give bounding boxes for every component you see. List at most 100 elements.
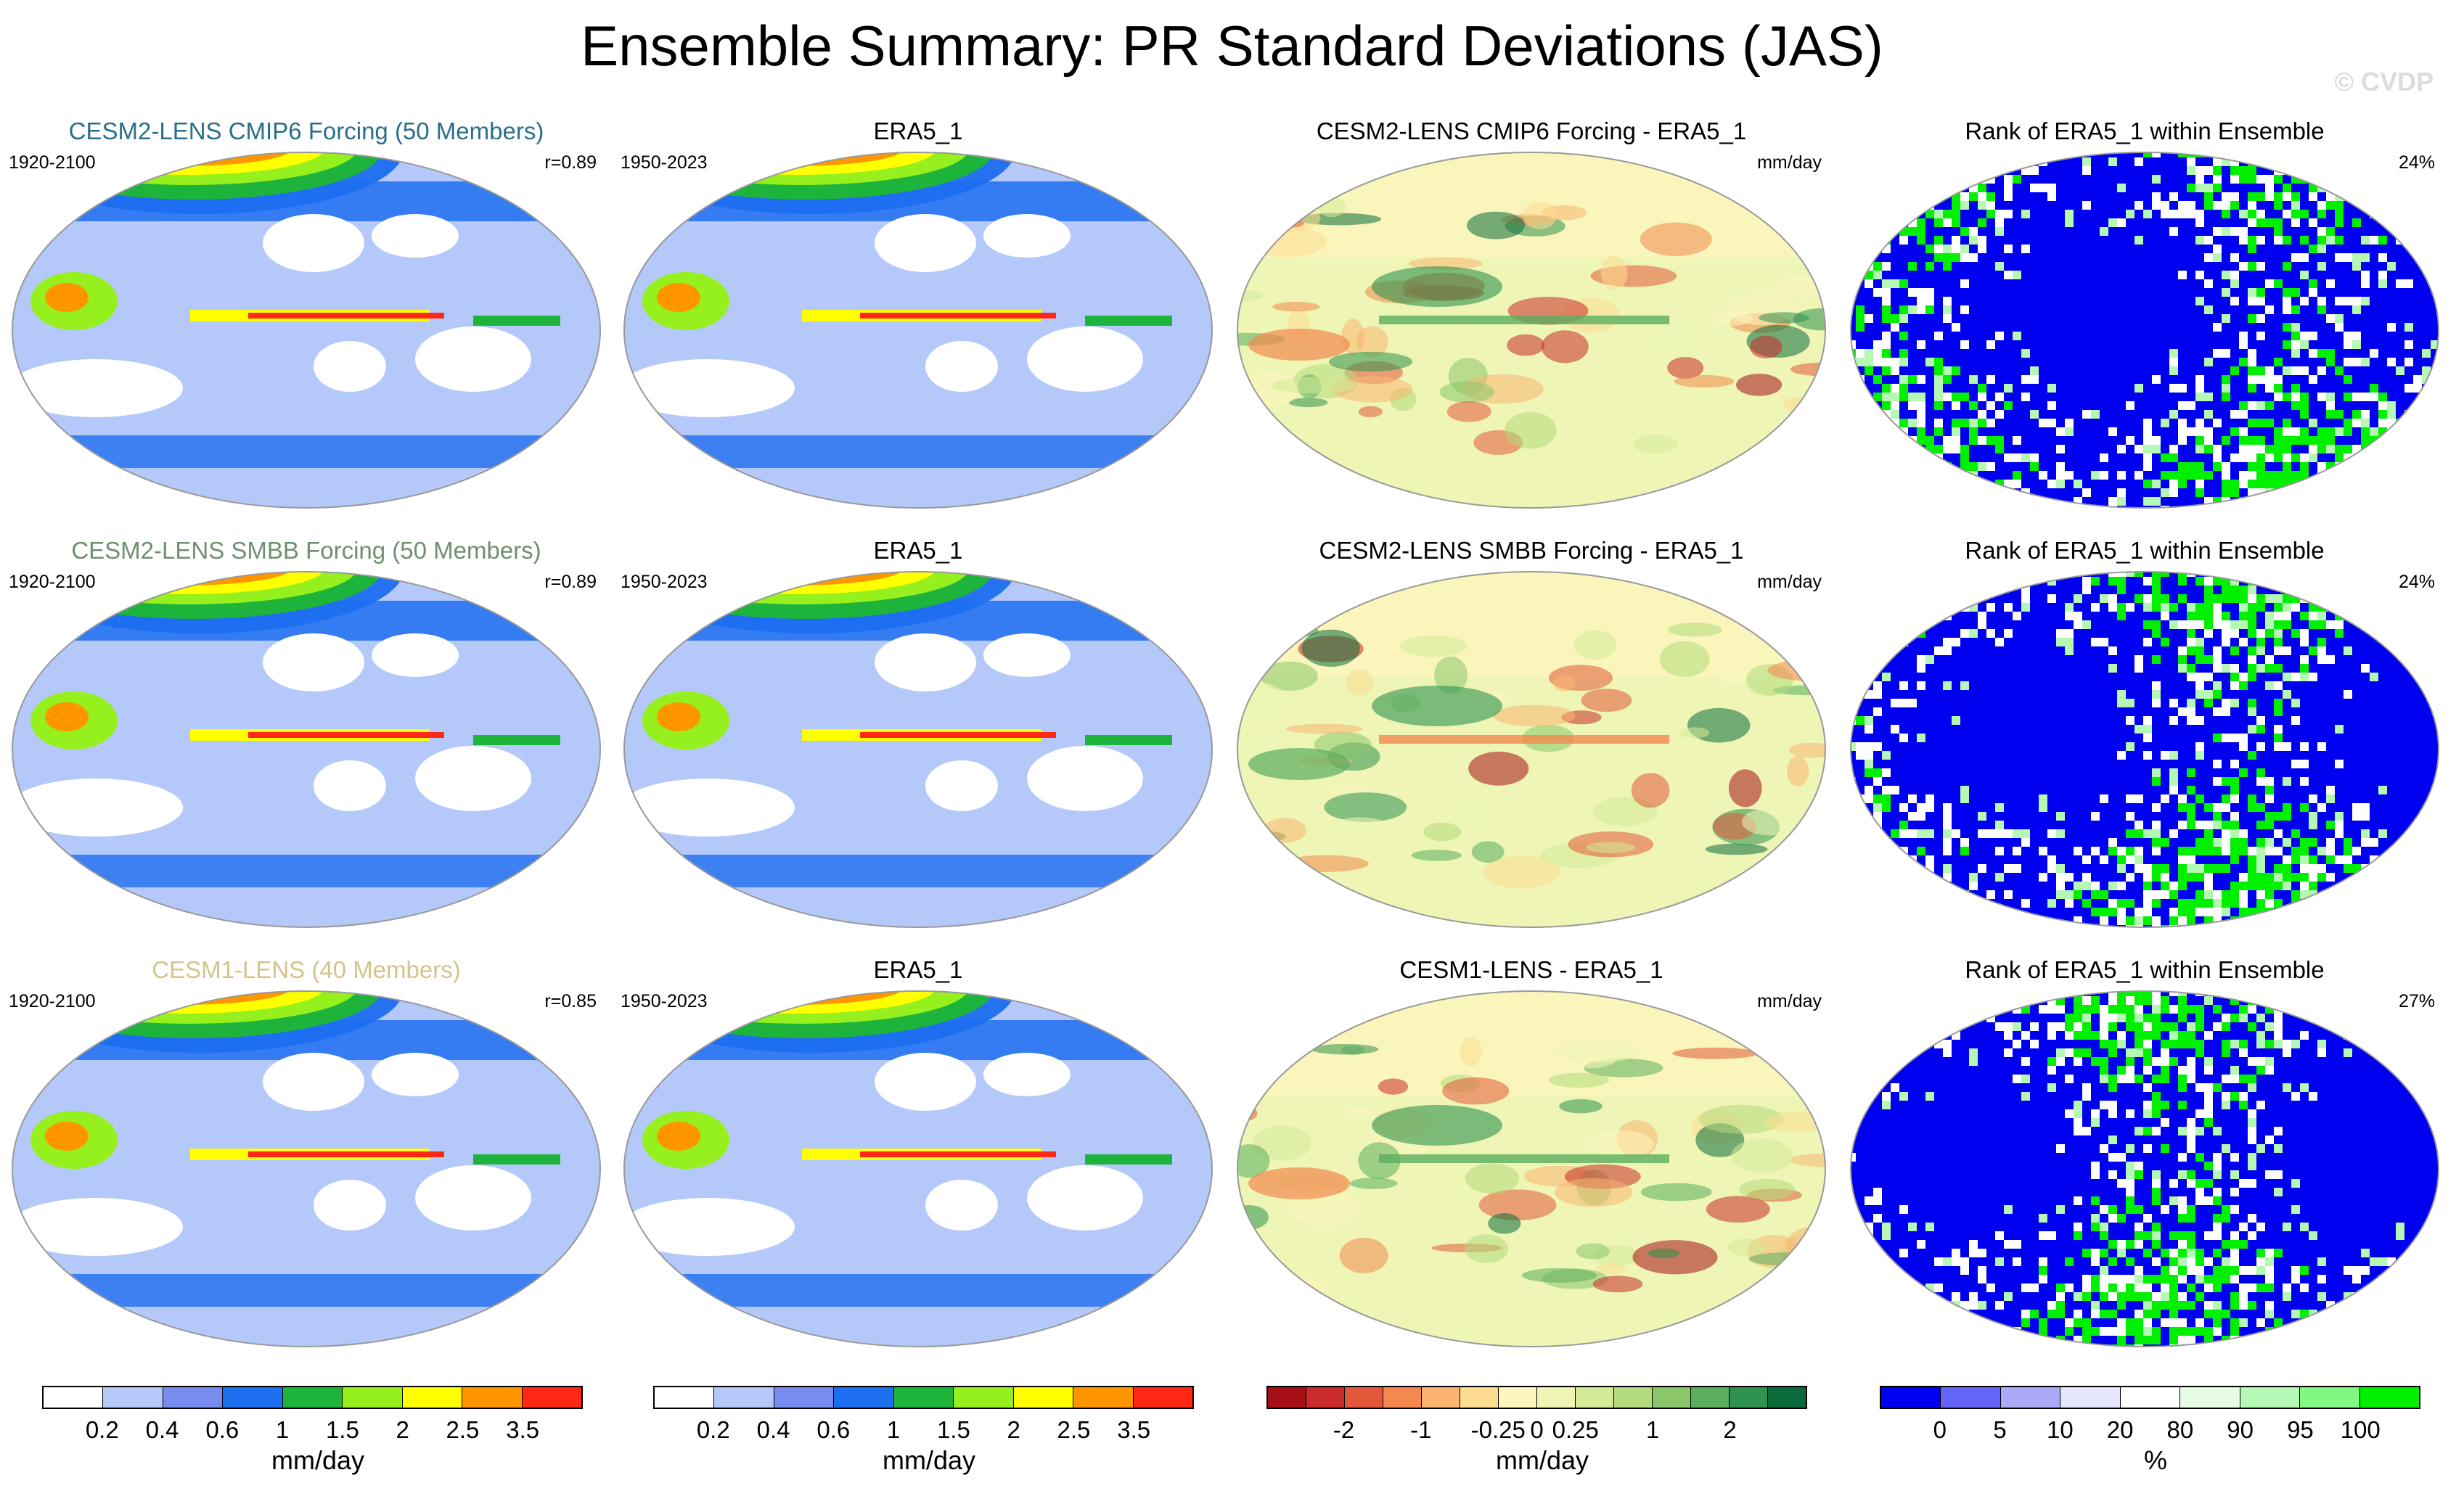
map-diff-r3-c3 xyxy=(1234,987,1829,1350)
panel-title: CESM2-LENS CMIP6 Forcing - ERA5_1 xyxy=(1316,118,1747,144)
colorbar-units: mm/day xyxy=(882,1445,976,1475)
panel-stat-label: 24% xyxy=(2398,572,2435,592)
colorbar-tick-label: 1 xyxy=(275,1416,290,1443)
color-swatch xyxy=(2300,1387,2360,1408)
map-field xyxy=(1237,990,1826,1347)
panel-title: ERA5_1 xyxy=(873,537,963,564)
colorbar-tick-label: 3.5 xyxy=(506,1416,540,1443)
panel-stat-label: mm/day xyxy=(1757,991,1822,1011)
color-swatch xyxy=(1941,1387,2001,1408)
period-label: 1920-2100 xyxy=(9,152,96,173)
panel-stat-label: mm/day xyxy=(1757,572,1822,592)
color-swatch xyxy=(522,1387,581,1408)
map-std-r2-c1 xyxy=(9,568,604,931)
map-field xyxy=(12,152,601,509)
period-label: 1950-2023 xyxy=(621,572,708,592)
panel-stat-label: r=0.89 xyxy=(544,152,597,173)
map-field xyxy=(1237,571,1826,928)
colorbar-tick-label: 2 xyxy=(1007,1416,1020,1443)
colorbar-swatches xyxy=(42,1386,583,1409)
colorbar-units: mm/day xyxy=(1495,1445,1589,1475)
colorbar-tick-label: 0.25 xyxy=(1552,1416,1599,1443)
color-swatch xyxy=(2359,1387,2419,1408)
color-swatch xyxy=(163,1387,224,1408)
colorbar-tick-label: 1 xyxy=(1645,1416,1660,1443)
colorbar-tick-label: 20 xyxy=(2106,1416,2134,1443)
color-swatch xyxy=(1013,1387,1074,1408)
map-std-r3-c2 xyxy=(621,987,1216,1350)
color-swatch xyxy=(714,1387,774,1408)
panel-title: Rank of ERA5_1 within Ensemble xyxy=(1965,118,2325,144)
color-swatch xyxy=(1537,1387,1576,1408)
colorbar-tick-label: -0.25 xyxy=(1470,1416,1526,1443)
colorbar-tick-label: 2.5 xyxy=(1057,1416,1091,1443)
colorbar-swatches xyxy=(653,1386,1194,1409)
colorbar-units: mm/day xyxy=(271,1445,365,1475)
color-swatch xyxy=(343,1387,403,1408)
map-diff-r2-c3 xyxy=(1234,568,1829,931)
color-swatch xyxy=(2060,1387,2121,1408)
color-swatch xyxy=(774,1387,835,1408)
colorbar-swatches xyxy=(1266,1386,1807,1409)
colorbar-tick-label: 0.4 xyxy=(756,1416,790,1443)
color-swatch xyxy=(2120,1387,2181,1408)
panel-stat-label: mm/day xyxy=(1757,152,1822,173)
map-field xyxy=(12,571,601,928)
color-swatch xyxy=(1383,1387,1422,1408)
period-label: 1950-2023 xyxy=(621,152,708,173)
color-swatch xyxy=(1460,1387,1499,1408)
color-swatch xyxy=(1614,1387,1653,1408)
figure-title: Ensemble Summary: PR Standard Deviations… xyxy=(581,14,1883,78)
colorbar-tick-label: 10 xyxy=(2046,1416,2074,1443)
map-field xyxy=(12,990,601,1347)
colorbar-tick-label: 0.2 xyxy=(696,1416,730,1443)
colorbar-tick-label: 0.6 xyxy=(816,1416,851,1443)
map-rank-r3-c4 xyxy=(1847,987,2442,1350)
color-swatch xyxy=(1306,1387,1345,1408)
panel-title: ERA5_1 xyxy=(873,118,963,144)
period-label: 1950-2023 xyxy=(621,991,708,1011)
colorbar-tick-label: 100 xyxy=(2340,1416,2381,1443)
panel-stat-label: r=0.85 xyxy=(544,991,597,1011)
colorbar-tick-label: 1 xyxy=(886,1416,901,1443)
map-field xyxy=(1850,571,2439,928)
color-swatch xyxy=(1422,1387,1460,1408)
cvdp-watermark: © CVDP xyxy=(2334,67,2434,96)
color-swatch xyxy=(1345,1387,1383,1408)
color-swatch xyxy=(954,1387,1014,1408)
map-field xyxy=(1850,990,2439,1347)
color-swatch xyxy=(1073,1387,1134,1408)
colorbar-tick-label: 2.5 xyxy=(446,1416,480,1443)
color-swatch xyxy=(103,1387,163,1408)
color-swatch xyxy=(282,1387,343,1408)
color-swatch xyxy=(1730,1387,1768,1408)
colorbar-tick-label: 5 xyxy=(1993,1416,2007,1443)
panel-title: CESM2-LENS SMBB Forcing - ERA5_1 xyxy=(1319,537,1744,564)
map-std-r3-c1 xyxy=(9,987,604,1350)
colorbar-swatches xyxy=(1880,1386,2420,1409)
color-swatch xyxy=(834,1387,894,1408)
colorbar-tick-label: 0 xyxy=(1530,1416,1544,1443)
panel-stat-label: 24% xyxy=(2398,152,2435,173)
color-swatch xyxy=(1653,1387,1691,1408)
period-label: 1920-2100 xyxy=(9,572,96,592)
color-swatch xyxy=(2180,1387,2240,1408)
colorbar-tick-label: 0.2 xyxy=(85,1416,119,1443)
colorbar-tick-label: 95 xyxy=(2287,1416,2314,1443)
color-swatch xyxy=(893,1387,954,1408)
colorbar-tick-label: 90 xyxy=(2227,1416,2254,1443)
color-swatch xyxy=(1691,1387,1730,1408)
period-label: 1920-2100 xyxy=(9,991,96,1011)
map-field xyxy=(623,571,1213,928)
colorbar-tick-label: 3.5 xyxy=(1117,1416,1151,1443)
map-field xyxy=(623,990,1213,1347)
colorbar-tick-label: 0.4 xyxy=(145,1416,179,1443)
color-swatch xyxy=(2240,1387,2301,1408)
map-field xyxy=(1237,152,1826,509)
panel-title: CESM2-LENS CMIP6 Forcing (50 Members) xyxy=(68,118,544,144)
colorbar-tick-label: 1.5 xyxy=(936,1416,970,1443)
colorbar-tick-label: 0.6 xyxy=(205,1416,240,1443)
colorbar-tick-label: 2 xyxy=(1723,1416,1737,1443)
color-swatch xyxy=(1499,1387,1537,1408)
map-rank-r2-c4 xyxy=(1847,568,2442,931)
